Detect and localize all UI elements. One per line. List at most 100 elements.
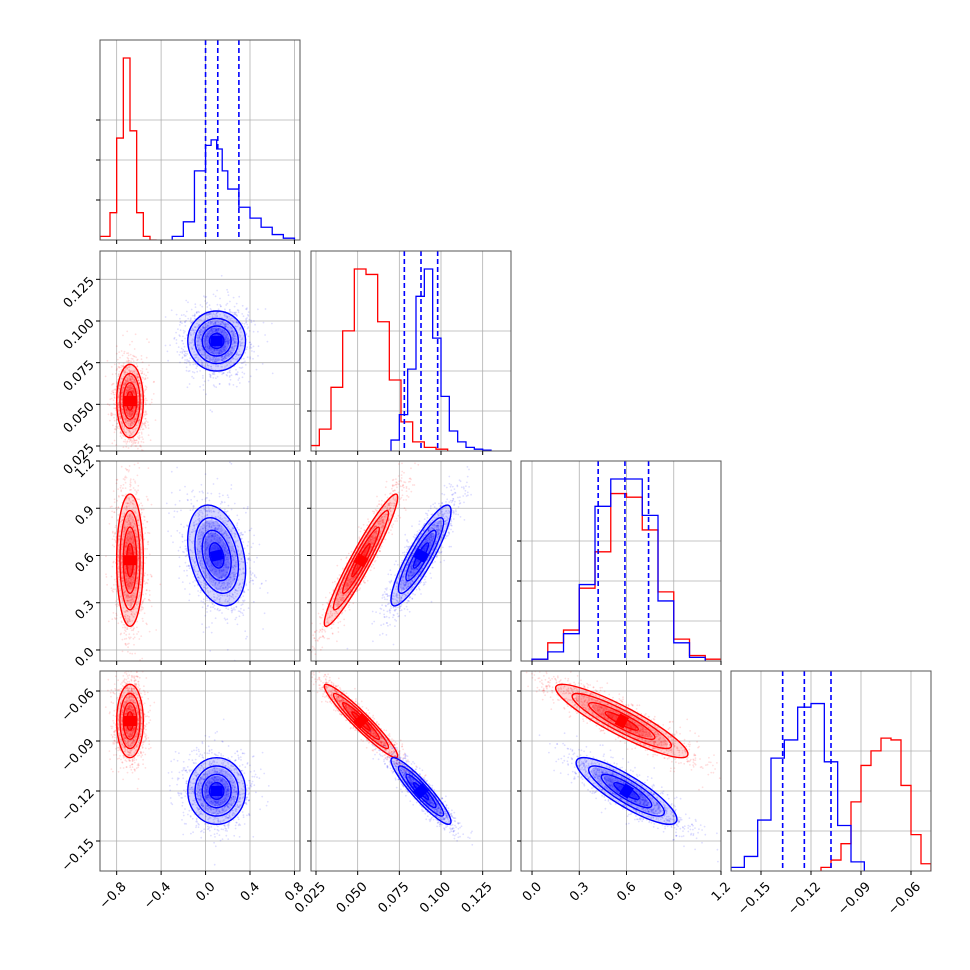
scatter-point <box>130 424 132 427</box>
scatter-point <box>223 344 226 347</box>
scatter-point <box>194 353 197 356</box>
scatter-point <box>224 340 227 343</box>
scatter-point <box>227 291 229 293</box>
scatter-point <box>159 583 162 586</box>
scatter-point <box>211 328 214 331</box>
scatter-point <box>113 393 116 396</box>
scatter-point <box>115 524 117 527</box>
scatter-point <box>183 350 186 353</box>
scatter-point <box>121 412 124 415</box>
scatter-point <box>221 331 223 334</box>
scatter-point <box>121 408 124 411</box>
scatter-point <box>125 409 128 411</box>
scatter-point <box>137 436 139 438</box>
scatter-point <box>167 530 170 533</box>
scatter-point <box>225 607 228 610</box>
scatter-point <box>129 388 132 391</box>
scatter-point <box>194 314 196 317</box>
scatter-point <box>214 358 216 361</box>
scatter-point <box>238 340 241 343</box>
scatter-point <box>232 321 235 323</box>
scatter-point <box>117 410 120 412</box>
scatter-point <box>230 488 233 490</box>
scatter-point <box>191 329 194 332</box>
scatter-point <box>211 330 214 333</box>
scatter-point <box>184 361 186 364</box>
scatter-point <box>213 385 216 388</box>
scatter-point <box>134 382 137 384</box>
scatter-point <box>121 650 124 653</box>
histogram-series-0 <box>311 268 449 451</box>
scatter-point <box>114 388 117 390</box>
scatter-point <box>132 391 135 393</box>
scatter-point <box>125 360 128 363</box>
scatter-point <box>148 364 150 367</box>
scatter-point <box>114 588 116 591</box>
scatter-point <box>197 325 200 328</box>
scatter-point <box>137 380 140 382</box>
scatter-point <box>120 484 122 487</box>
scatter-point <box>136 411 138 414</box>
scatter-point <box>144 411 147 413</box>
scatter-point <box>201 623 204 626</box>
scatter-point <box>255 368 258 371</box>
scatter-point <box>224 308 226 311</box>
scatter-point <box>193 371 196 374</box>
scatter-point <box>131 385 134 388</box>
scatter-point <box>207 333 210 335</box>
scatter-point <box>126 379 129 382</box>
scatter-point <box>235 311 238 314</box>
scatter-point <box>207 367 210 369</box>
scatter-point <box>206 597 209 600</box>
scatter-point <box>186 565 188 568</box>
scatter-point <box>210 359 213 361</box>
scatter-point <box>111 390 113 393</box>
scatter-point <box>129 416 132 419</box>
scatter-point <box>140 431 143 434</box>
scatter-point <box>235 385 238 388</box>
scatter-point <box>238 366 241 369</box>
scatter-point <box>132 380 135 383</box>
scatter-point <box>132 441 135 444</box>
scatter-point <box>139 416 142 419</box>
scatter-point <box>245 319 248 321</box>
scatter-point <box>136 491 138 494</box>
scatter-point <box>124 371 127 374</box>
scatter-point <box>207 336 210 339</box>
scatter-point <box>229 326 232 329</box>
scatter-point <box>204 334 207 336</box>
scatter-point <box>121 422 124 424</box>
scatter-point <box>144 548 146 550</box>
scatter-point <box>120 397 123 400</box>
scatter-point <box>129 410 132 413</box>
scatter-point <box>126 368 128 370</box>
scatter-point <box>179 361 181 364</box>
scatter-point <box>225 347 228 350</box>
scatter-point <box>123 371 125 374</box>
scatter-point <box>120 404 123 407</box>
scatter-point <box>136 373 139 375</box>
scatter-point <box>130 437 133 440</box>
scatter-point <box>119 416 122 419</box>
scatter-point <box>132 478 135 481</box>
scatter-point <box>214 327 217 330</box>
scatter-point <box>130 386 133 389</box>
scatter-point <box>221 348 223 351</box>
scatter-point <box>223 359 226 361</box>
scatter-point <box>132 487 135 489</box>
scatter-point <box>208 312 211 315</box>
scatter-point <box>155 629 158 631</box>
scatter-point <box>138 382 141 384</box>
scatter-point <box>137 403 140 406</box>
scatter-point <box>120 402 123 404</box>
scatter-point <box>179 351 182 354</box>
scatter-point <box>197 337 200 340</box>
scatter-point <box>194 362 197 365</box>
scatter-point <box>131 421 134 424</box>
scatter-point <box>124 381 127 384</box>
scatter-point <box>132 418 135 421</box>
scatter-point <box>140 609 142 612</box>
scatter-point <box>118 409 121 411</box>
scatter-point <box>119 381 121 383</box>
